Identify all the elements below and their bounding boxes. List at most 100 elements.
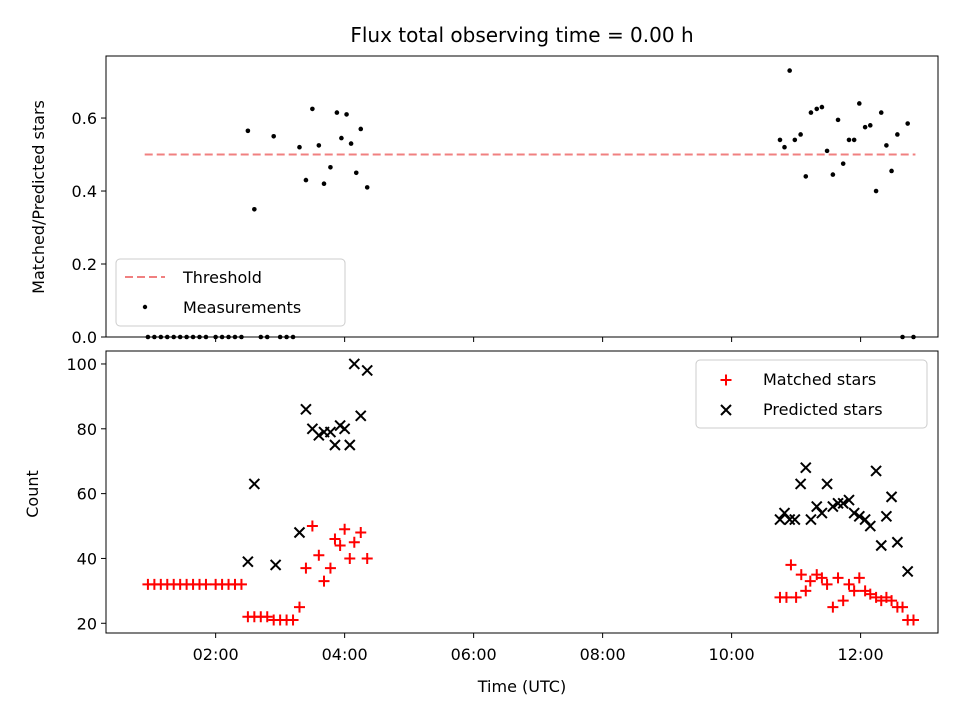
predicted-stars-point — [901, 565, 914, 578]
measurement-point — [798, 132, 803, 137]
matched-stars-point — [261, 611, 273, 623]
bottom-ytick-label: 20 — [77, 614, 97, 633]
bottom-ytick-label: 60 — [77, 485, 97, 504]
matched-stars-point — [897, 601, 909, 613]
measurement-point — [895, 132, 900, 137]
matched-stars-point — [348, 536, 360, 548]
predicted-stars-legend-label: Predicted stars — [763, 400, 883, 419]
measurement-point — [867, 123, 873, 128]
measurement-point — [339, 135, 344, 141]
measurement-point — [328, 165, 333, 170]
predicted-stars-legend-glyph — [720, 404, 732, 416]
measurement-point — [364, 185, 370, 190]
predicted-stars-legend-marker — [720, 404, 732, 416]
predicted-stars-point — [794, 478, 807, 490]
matched-stars-point — [853, 572, 865, 584]
measurement-point — [873, 188, 879, 194]
predicted-stars-point — [344, 439, 356, 451]
predicted-stars-point — [329, 439, 341, 451]
matched-stars-point — [355, 527, 367, 539]
measurement-point — [884, 143, 889, 148]
measurement-point — [245, 128, 251, 134]
predicted-stars-point — [313, 429, 325, 441]
measurement-point — [297, 144, 302, 150]
top-chart-ylabel: Matched/Predicted stars — [29, 100, 48, 294]
top-legend-frame — [115, 258, 346, 327]
matched-stars-point — [837, 595, 849, 607]
predicted-stars-point — [355, 410, 367, 422]
predicted-stars-point — [324, 426, 337, 438]
top-ytick-label: 0.6 — [72, 109, 97, 128]
predicted-stars-point — [300, 403, 312, 416]
matched-stars-point — [200, 578, 212, 590]
predicted-stars-point — [800, 461, 812, 474]
matched-stars-point — [313, 549, 325, 561]
matched-stars-legend-marker — [720, 374, 732, 386]
matched-stars-point — [832, 572, 844, 584]
measurement-point — [824, 148, 830, 154]
predicted-stars-point — [875, 539, 887, 552]
matched-stars-point — [306, 520, 318, 532]
matched-stars-point — [886, 595, 898, 607]
predicted-stars-point — [853, 510, 866, 523]
matched-stars-point — [329, 533, 341, 545]
predicted-stars-point — [848, 507, 860, 519]
bottom-xtick-label: 02:00 — [193, 645, 239, 664]
top-chart-plot: 0.0 0.2 0.4 0.6 — [72, 55, 939, 347]
matched-stars-point — [300, 562, 312, 574]
predicted-stars-point — [361, 364, 373, 377]
bottom-chart-plot: 20 40 60 80 100 02:00 04:00 06:00 08:00 10:00 12:0… — [66, 350, 939, 664]
bottom-xtick-label: 10:00 — [709, 645, 755, 664]
measurement-point — [803, 174, 809, 179]
measurement-point — [846, 137, 852, 143]
measurement-point — [252, 206, 257, 212]
matched-stars-point — [821, 578, 833, 590]
measurement-point — [857, 101, 862, 106]
matched-stars-point — [800, 585, 812, 597]
bottom-xtick-label: 08:00 — [580, 645, 626, 664]
bottom-chart-xlabel: Time (UTC) — [477, 677, 566, 696]
matched-stars-point — [785, 559, 797, 571]
top-chart-frame — [105, 55, 939, 338]
measurement-point — [310, 106, 315, 112]
predicted-stars-point — [843, 494, 855, 506]
matched-stars-legend-glyph — [720, 374, 732, 386]
predicted-stars-point — [269, 559, 282, 571]
predicted-stars-point — [816, 507, 828, 519]
predicted-stars-point — [885, 491, 898, 503]
top-ytick-label: 0.0 — [72, 328, 97, 347]
matched-stars-point — [804, 575, 816, 587]
top-ytick-label: 0.4 — [72, 182, 97, 201]
matched-stars-point — [293, 601, 305, 613]
predicted-stars-point — [805, 513, 817, 526]
predicted-stars-point — [774, 513, 786, 526]
measurement-point — [808, 110, 814, 115]
measurement-point — [777, 137, 783, 143]
measurement-point — [819, 104, 825, 110]
bottom-chart-legend: Matched stars Predicted stars — [695, 359, 928, 429]
measurement-point — [782, 144, 787, 150]
measurement-point — [792, 137, 798, 143]
threshold-legend-label: Threshold — [182, 268, 262, 287]
measurement-point — [358, 126, 364, 132]
bottom-chart-frame — [105, 350, 939, 634]
measurement-point — [862, 124, 868, 130]
bottom-xtick-label: 06:00 — [451, 645, 497, 664]
predicted-stars-point — [338, 423, 351, 435]
matched-stars-point — [848, 585, 860, 597]
matched-stars-point — [344, 552, 356, 564]
measurement-point — [348, 141, 354, 146]
matched-stars-point — [843, 578, 855, 590]
measurement-point — [344, 112, 349, 117]
bottom-legend-frame — [695, 359, 928, 429]
measurement-point — [889, 168, 894, 174]
measurement-point — [271, 133, 276, 139]
predicted-stars-point — [832, 497, 844, 510]
measurement-point — [334, 110, 340, 115]
predicted-stars-point — [242, 555, 254, 568]
matched-stars-point — [790, 591, 802, 603]
bottom-ytick-label: 80 — [77, 420, 97, 439]
matched-stars-point — [795, 569, 807, 581]
predicted-stars-point — [783, 513, 796, 526]
